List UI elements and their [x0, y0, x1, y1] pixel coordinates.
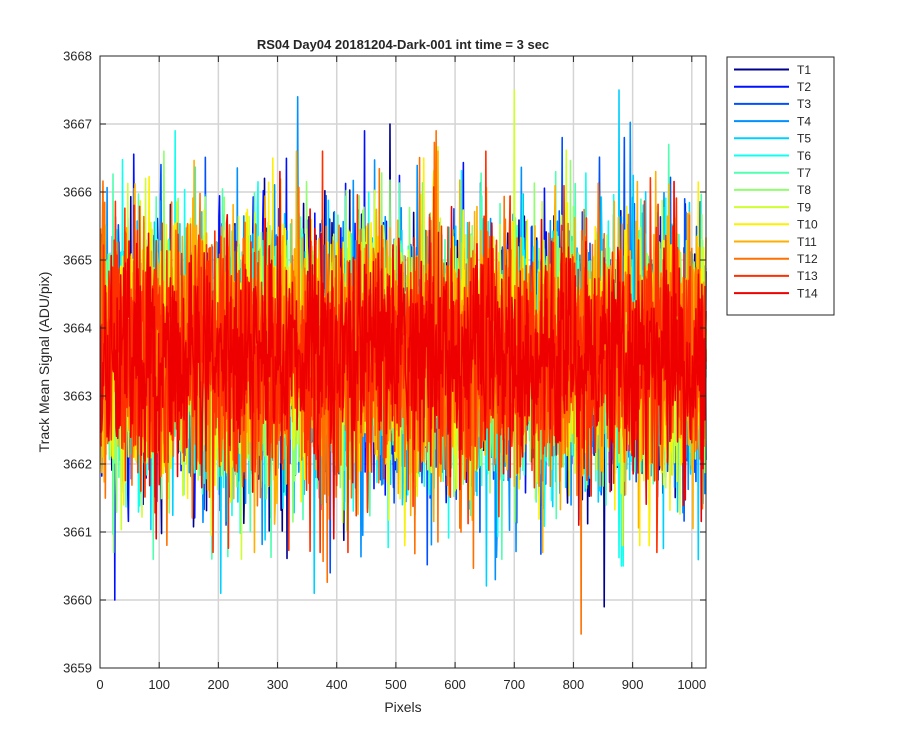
x-tick-label: 800 — [563, 677, 585, 692]
series-line-t14 — [99, 170, 707, 540]
x-tick-label: 500 — [385, 677, 407, 692]
legend-label-t3: T3 — [797, 97, 811, 111]
legend-label-t1: T1 — [797, 63, 811, 77]
y-axis-label: Track Mean Signal (ADU/pix) — [36, 272, 52, 453]
legend: T1 T2 T3 T4 T5 T6 T7 T8 T9 T10 T11 T12 T13 T14 — [726, 56, 835, 316]
y-tick-label: 3666 — [63, 185, 92, 200]
legend-label-t11: T11 — [797, 235, 817, 249]
y-tick-label: 3661 — [63, 525, 92, 540]
x-tick-label: 100 — [148, 677, 170, 692]
legend-label-t10: T10 — [797, 218, 818, 232]
y-tick-label: 3668 — [63, 49, 92, 64]
legend-label-t8: T8 — [797, 183, 811, 197]
y-tick-label: 3667 — [63, 117, 92, 132]
x-axis-label: Pixels — [384, 699, 421, 715]
y-tick-label: 3659 — [63, 661, 92, 676]
y-tick-label: 3660 — [63, 593, 92, 608]
x-tick-label: 200 — [208, 677, 230, 692]
x-tick-label: 900 — [622, 677, 644, 692]
y-tick-label: 3665 — [63, 253, 92, 268]
legend-label-t12: T12 — [797, 252, 818, 266]
axis-ticks: 0 100 200 300 400 500 600 700 800 900 1000 3659 3660… — [63, 49, 706, 693]
x-tick-label: 1000 — [677, 677, 706, 692]
x-tick-label: 700 — [503, 677, 525, 692]
legend-box — [726, 56, 835, 316]
x-tick-label: 400 — [326, 677, 348, 692]
legend-label-t13: T13 — [797, 269, 818, 283]
y-tick-label: 3664 — [63, 321, 92, 336]
x-tick-label: 600 — [444, 677, 466, 692]
axes-box — [99, 55, 707, 669]
legend-label-t5: T5 — [797, 132, 811, 146]
legend-label-t6: T6 — [797, 149, 811, 163]
y-tick-label: 3662 — [63, 457, 92, 472]
legend-label-t14: T14 — [797, 286, 818, 300]
y-tick-label: 3663 — [63, 389, 92, 404]
legend-label-t9: T9 — [797, 200, 811, 214]
legend-label-t4: T4 — [797, 114, 811, 128]
plot-lines — [99, 89, 707, 635]
series-line-t13 — [99, 150, 707, 554]
x-tick-label: 0 — [96, 677, 103, 692]
legend-label-t2: T2 — [797, 80, 811, 94]
chart-title: RS04 Day04 20181204-Dark-001 int time = … — [257, 37, 549, 52]
legend-label-t7: T7 — [797, 166, 811, 180]
x-tick-label: 300 — [267, 677, 289, 692]
